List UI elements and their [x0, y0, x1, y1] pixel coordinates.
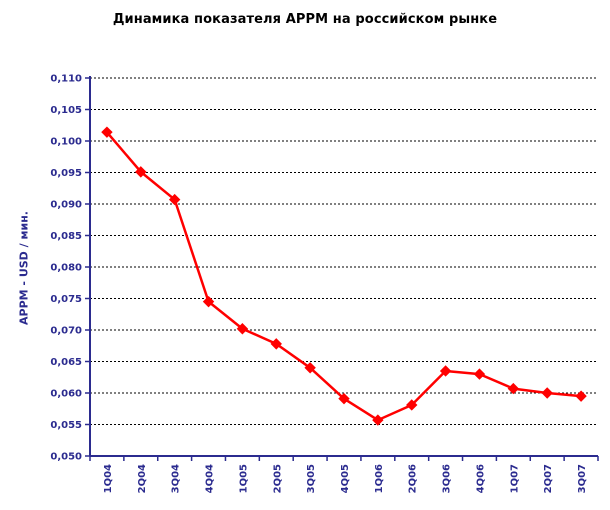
y-tick-label: 0,080 — [50, 263, 82, 274]
data-point — [202, 295, 215, 308]
x-tick-label: 3Q07 — [577, 464, 588, 493]
x-tick-label: 2Q05 — [272, 464, 283, 493]
y-tick-labels: 0,050 0,055 0,060 0,065 0,070 0,075 0,080 0,085… — [50, 74, 82, 463]
y-tick-label: 0,100 — [50, 137, 82, 148]
x-tick-label: 3Q05 — [306, 464, 317, 493]
data-point — [406, 399, 418, 411]
data-point — [135, 166, 147, 178]
data-point — [541, 387, 553, 399]
x-tick-label: 3Q04 — [171, 464, 182, 493]
series-line-path — [105, 131, 582, 422]
data-point — [372, 414, 384, 426]
y-tick-label: 0,110 — [50, 74, 82, 85]
data-point — [168, 193, 181, 206]
y-tick-label: 0,090 — [50, 200, 82, 211]
x-tick-labels: 1Q04 2Q04 3Q04 4Q04 1Q05 2Q05 3Q05 4Q05 1Q06 2Q06… — [103, 464, 588, 493]
y-tick-label: 0,075 — [50, 294, 82, 305]
grid-lines — [90, 77, 598, 425]
y-tick-label: 0,065 — [50, 357, 82, 368]
y-tick-label: 0,085 — [50, 231, 82, 242]
chart-title: Динамика показателя APPM на российском р… — [112, 12, 498, 27]
y-tick-label: 0,070 — [50, 326, 82, 337]
data-point — [575, 390, 587, 402]
y-tick-label: 0,095 — [50, 168, 82, 179]
y-tick-label: 0,060 — [50, 389, 82, 400]
data-point — [338, 392, 350, 405]
x-tick-label: 4Q04 — [205, 464, 216, 493]
x-tick-label: 1Q06 — [374, 464, 385, 493]
axes — [85, 76, 599, 461]
y-tick-label: 0,050 — [50, 452, 82, 463]
x-tick-label: 1Q05 — [238, 464, 249, 493]
data-points — [101, 126, 587, 426]
y-tick-label: 0,055 — [50, 420, 82, 431]
y-tick-label: 0,105 — [50, 105, 82, 116]
x-tick-label: 1Q04 — [103, 464, 114, 493]
data-point — [270, 338, 282, 350]
x-tick-label: 1Q07 — [509, 464, 520, 493]
data-point — [236, 323, 249, 335]
x-tick-label: 4Q05 — [340, 464, 351, 493]
x-tick-label: 4Q06 — [475, 464, 486, 493]
data-point — [439, 365, 452, 377]
data-point — [304, 362, 316, 374]
x-tick-label: 2Q07 — [543, 464, 554, 493]
x-tick-label: 3Q06 — [442, 464, 453, 493]
x-tick-label: 2Q06 — [408, 464, 419, 493]
x-tick-label: 2Q04 — [137, 464, 148, 493]
data-point — [473, 368, 486, 380]
data-point — [507, 382, 520, 395]
data-point — [101, 126, 113, 138]
series-line — [105, 131, 582, 422]
